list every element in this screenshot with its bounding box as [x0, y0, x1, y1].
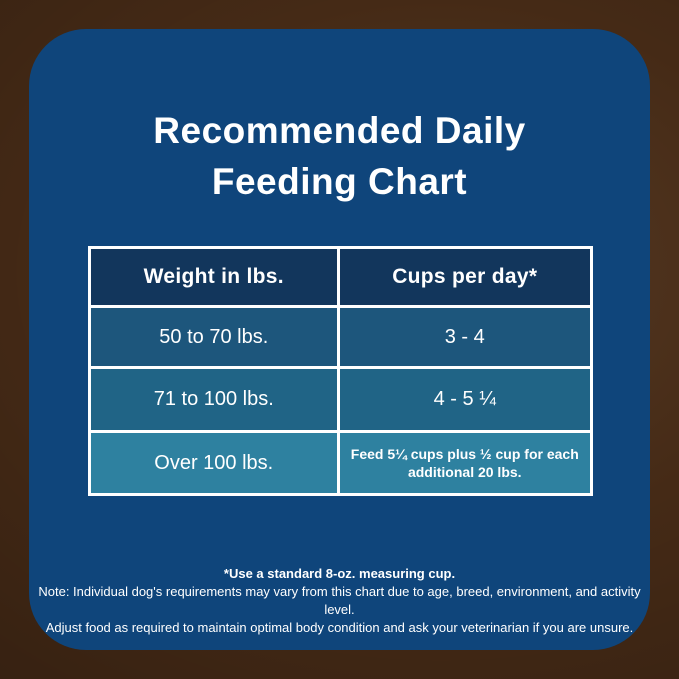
feeding-chart-panel: Recommended Daily Feeding Chart Weight i… — [29, 29, 650, 650]
cups-cell-row2: 4 - 5 ¼ — [339, 369, 590, 430]
weight-cell-row3: Over 100 lbs. — [91, 433, 337, 493]
weight-cell-row1: 50 to 70 lbs. — [91, 308, 337, 366]
table-header-weight: Weight in lbs. — [91, 249, 337, 305]
footnote-note-line2: Adjust food as required to maintain opti… — [45, 620, 634, 635]
page-title: Recommended Daily Feeding Chart — [29, 105, 650, 207]
page-title-line1: Recommended Daily — [153, 110, 526, 151]
page-title-line2: Feeding Chart — [211, 161, 468, 202]
table-header-cups: Cups per day* — [339, 249, 590, 305]
cups-cell-row3: Feed 5¼ cups plus ½ cup for each additio… — [339, 433, 590, 493]
footnote-note-line1: Note: Individual dog's requirements may … — [38, 584, 641, 617]
footnote-measuring-cup: *Use a standard 8-oz. measuring cup. — [223, 566, 456, 581]
footnotes: *Use a standard 8-oz. measuring cup. Not… — [29, 565, 650, 637]
cups-cell-row1: 3 - 4 — [339, 308, 590, 366]
feeding-table: Weight in lbs. Cups per day* 50 to 70 lb… — [88, 246, 593, 496]
weight-cell-row2: 71 to 100 lbs. — [91, 369, 337, 430]
